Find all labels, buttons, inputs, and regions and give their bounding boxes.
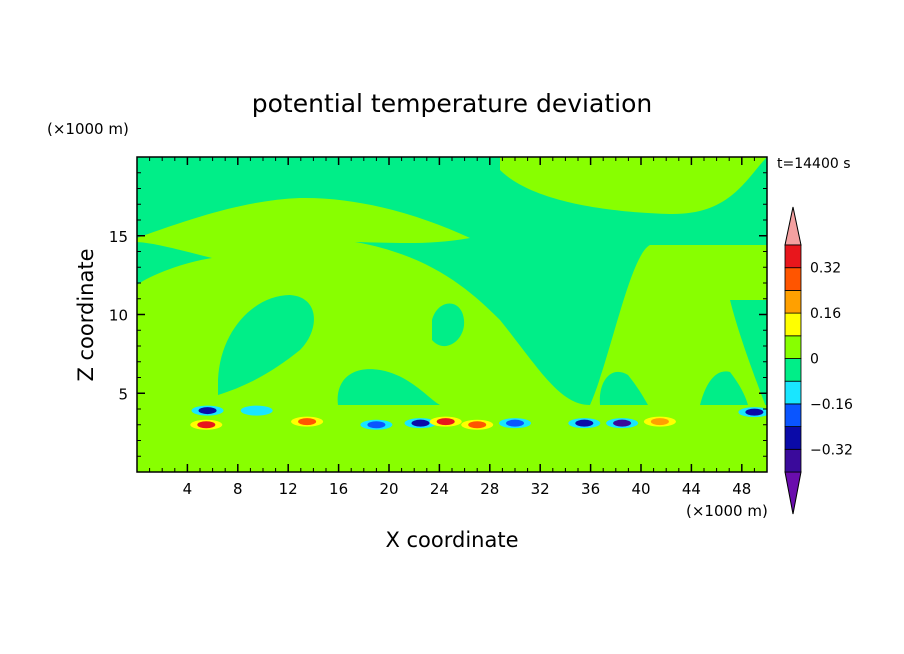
colorbar-bin bbox=[784, 267, 802, 291]
feature-core bbox=[411, 419, 430, 427]
colorbar-bin bbox=[784, 335, 802, 359]
y-tick-label: 5 bbox=[118, 385, 128, 403]
boundary-layer-features bbox=[190, 405, 767, 430]
colorbar: 0.32 0.16 0 −0.16 −0.32 bbox=[784, 206, 853, 515]
y-tick-label: 15 bbox=[109, 228, 128, 246]
x-tick-label: 28 bbox=[480, 480, 499, 498]
time-label: t=14400 s bbox=[777, 156, 851, 172]
feature-core bbox=[650, 418, 669, 426]
colorbar-over-triangle bbox=[784, 206, 802, 246]
x-axis-unit: (×1000 m) bbox=[686, 502, 768, 520]
x-tick-label: 8 bbox=[233, 480, 243, 498]
chart-title: potential temperature deviation bbox=[252, 89, 652, 118]
feature-core bbox=[247, 407, 266, 415]
feature-core bbox=[613, 419, 632, 427]
colorbar-bin bbox=[784, 358, 802, 382]
feature-core bbox=[575, 419, 594, 427]
warm-region-top-right bbox=[500, 157, 767, 215]
x-tick-label: 44 bbox=[682, 480, 701, 498]
contour-field bbox=[137, 157, 767, 472]
colorbar-bin bbox=[784, 312, 802, 337]
colorbar-label: 0.32 bbox=[810, 261, 841, 277]
cool-hole-4 bbox=[599, 371, 648, 405]
y-tick-label: 10 bbox=[109, 307, 128, 325]
cool-hole-3 bbox=[337, 369, 440, 405]
feature-core bbox=[745, 408, 764, 416]
feature-core bbox=[468, 421, 487, 429]
x-tick-label: 32 bbox=[531, 480, 550, 498]
x-axis-label: X coordinate bbox=[385, 528, 518, 552]
colorbar-label: 0 bbox=[810, 352, 819, 368]
colorbar-bin bbox=[784, 244, 802, 269]
boundary-band-warm bbox=[137, 405, 767, 472]
x-tick-label: 12 bbox=[279, 480, 298, 498]
y-axis-unit: (×1000 m) bbox=[47, 120, 129, 138]
x-tick-label: 24 bbox=[430, 480, 449, 498]
feature-core bbox=[367, 421, 386, 429]
colorbar-bin bbox=[784, 426, 802, 450]
y-axis: 5 10 15 bbox=[109, 172, 767, 457]
feature-core bbox=[506, 419, 524, 427]
feature-core bbox=[436, 418, 455, 426]
cool-hole-2 bbox=[432, 303, 465, 347]
colorbar-bin bbox=[784, 403, 802, 427]
x-tick-label: 40 bbox=[631, 480, 650, 498]
feature-core bbox=[298, 418, 317, 426]
x-tick-label: 16 bbox=[329, 480, 348, 498]
colorbar-bin bbox=[784, 289, 802, 314]
colorbar-label: −0.32 bbox=[810, 442, 853, 458]
x-tick-label: 48 bbox=[732, 480, 751, 498]
colorbar-bin bbox=[784, 380, 802, 405]
feature-core bbox=[197, 421, 216, 429]
x-axis: 4 8 12 16 20 24 28 32 36 40 44 48 bbox=[149, 157, 755, 498]
colorbar-under-triangle bbox=[784, 471, 802, 515]
colorbar-label: −0.16 bbox=[810, 397, 853, 413]
x-tick-label: 4 bbox=[183, 480, 193, 498]
cool-hole-5 bbox=[700, 371, 748, 405]
feature-core bbox=[198, 407, 217, 415]
y-axis-label: Z coordinate bbox=[74, 248, 98, 381]
cool-hole-1 bbox=[218, 295, 314, 395]
x-tick-label: 20 bbox=[379, 480, 398, 498]
colorbar-label: 0.16 bbox=[810, 306, 841, 322]
colorbar-bin bbox=[784, 448, 802, 473]
x-tick-label: 36 bbox=[581, 480, 600, 498]
